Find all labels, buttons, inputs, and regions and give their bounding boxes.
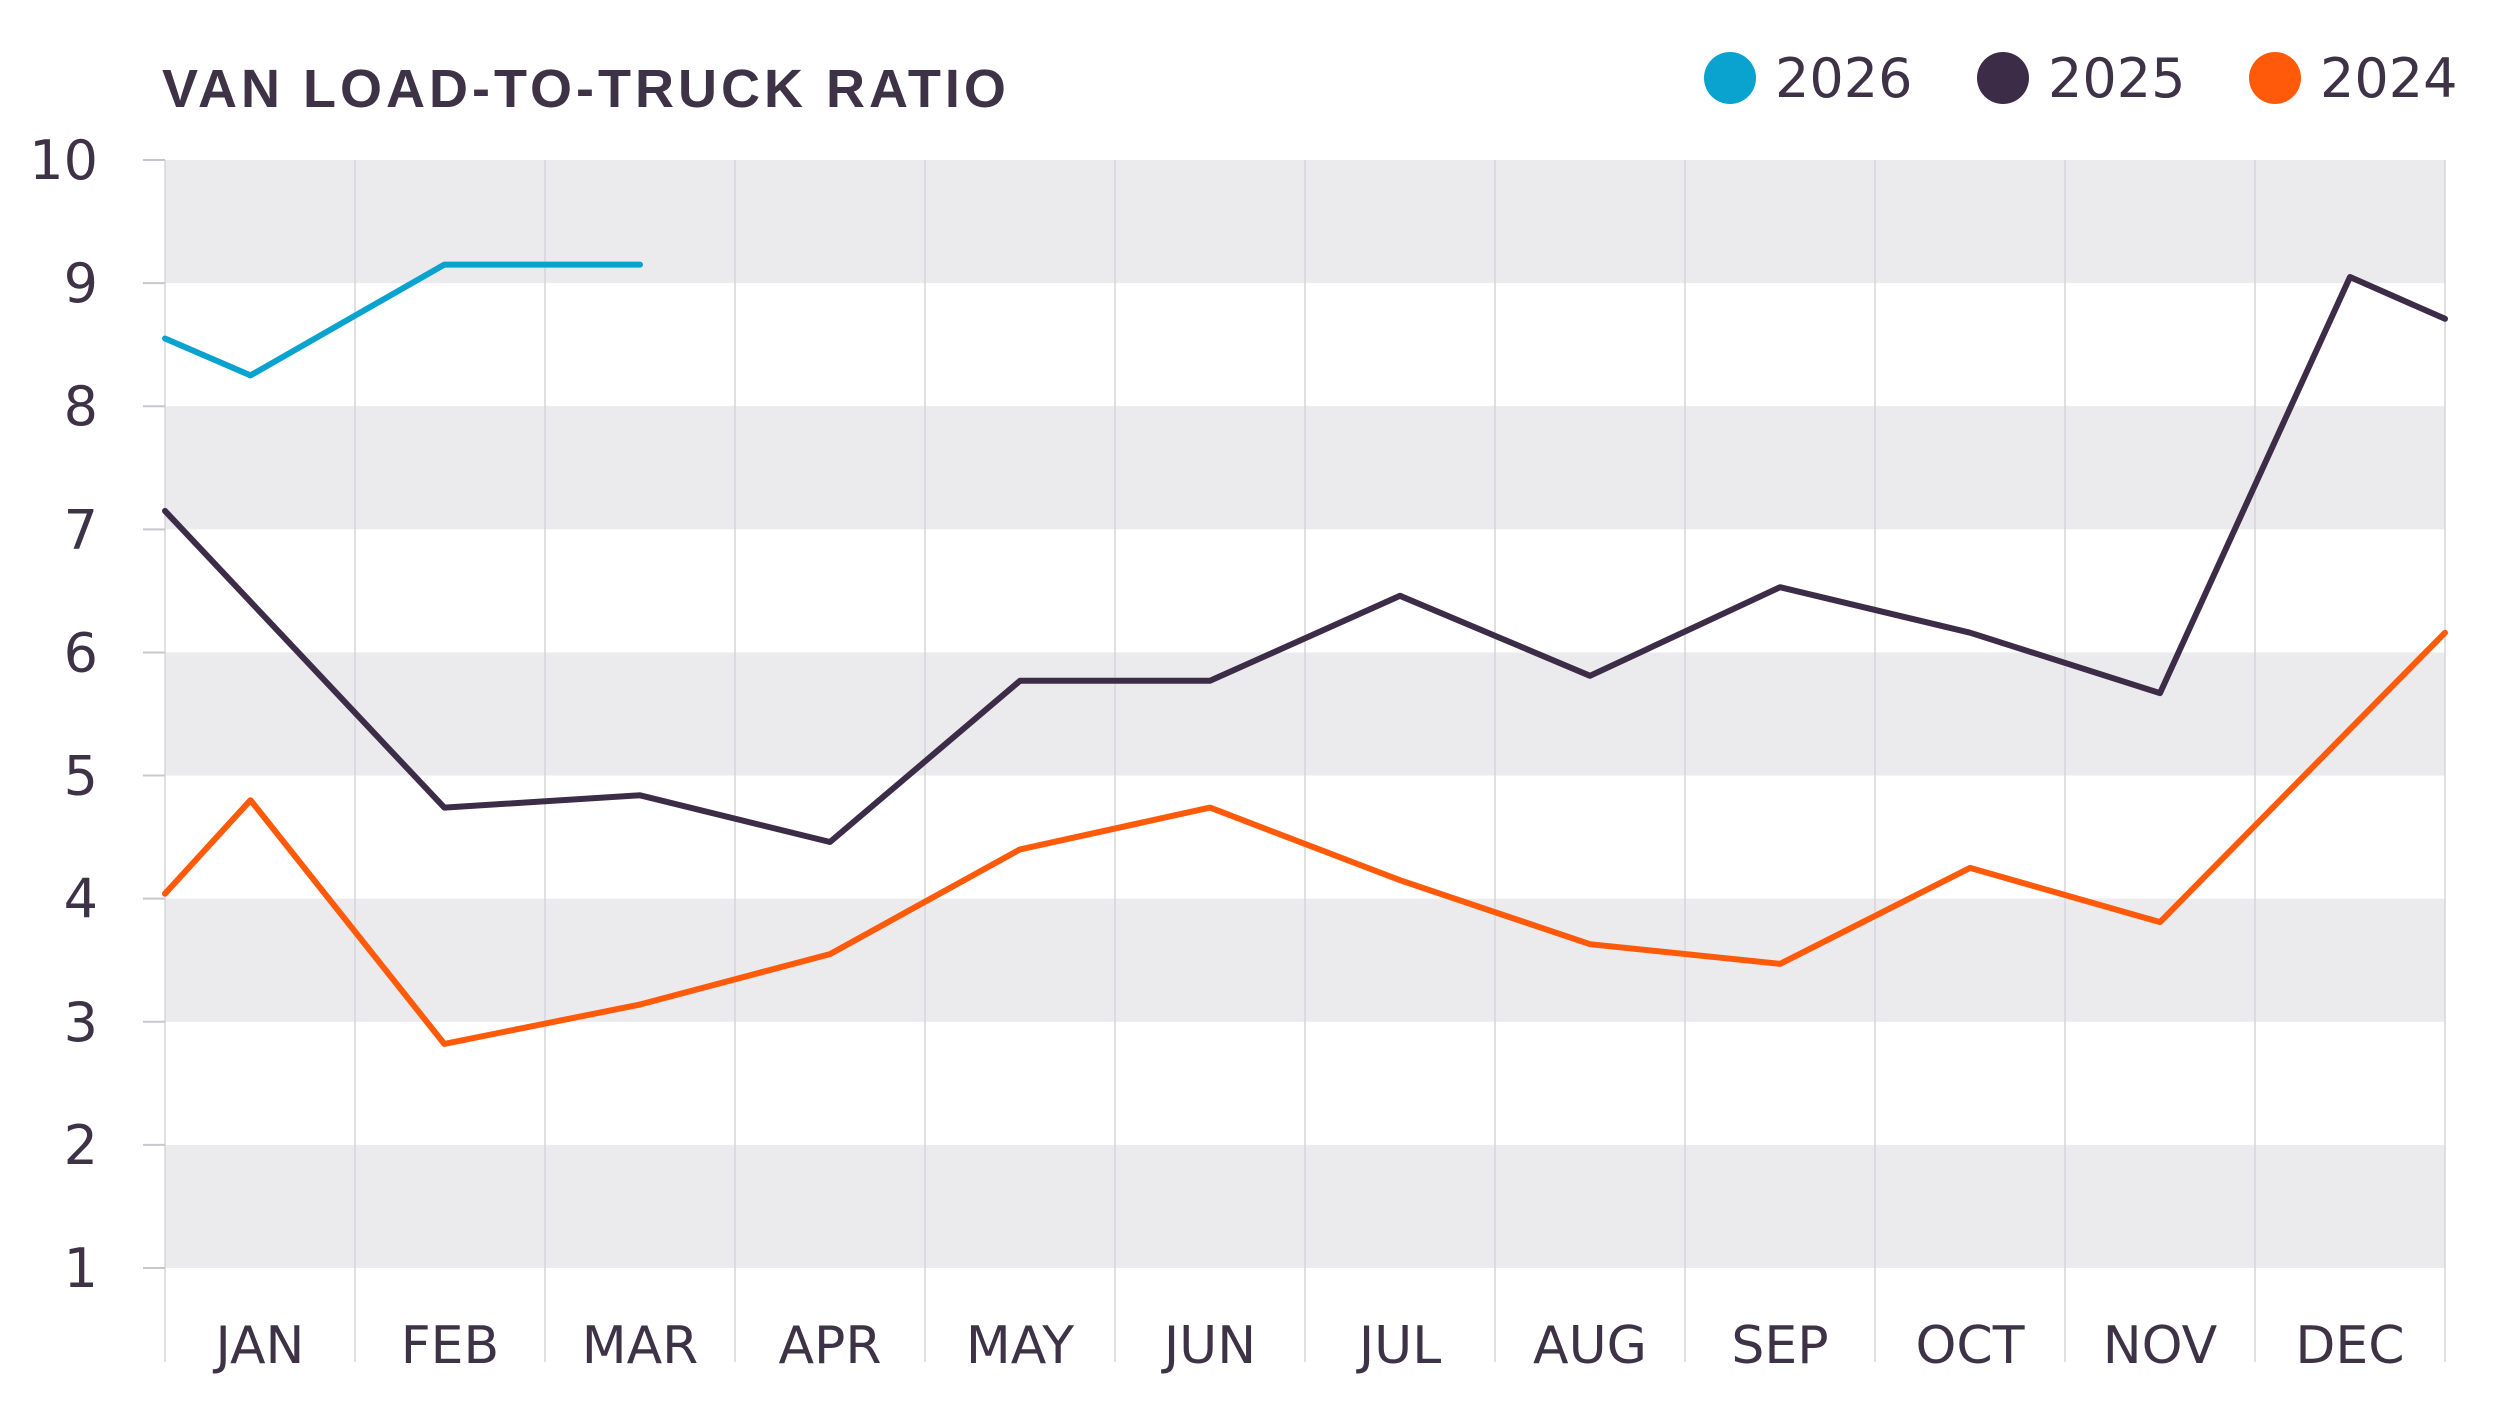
- legend-label-2024: 2024: [2320, 47, 2457, 110]
- y-tick-label: 3: [64, 991, 98, 1054]
- series-line-2025: [162, 274, 2448, 845]
- y-tick-label: 10: [29, 129, 98, 192]
- x-tick-label: NOV: [2103, 1316, 2218, 1376]
- x-axis: JAN FEB MAR APR MAY JUN JUL AUG SEP OCT NOV DEC: [213, 1316, 2405, 1376]
- series-line-2024: [162, 629, 2448, 1047]
- x-tick-label: JUN: [1161, 1316, 1256, 1376]
- legend-label-2025: 2025: [2048, 47, 2185, 110]
- y-tick-label: 6: [64, 621, 98, 684]
- y-axis: 1 2 3 4 5 6 7 8 9 10: [29, 129, 165, 1300]
- series-lines: [162, 261, 2448, 1047]
- legend-marker-2024: [2249, 52, 2301, 104]
- x-tick-label: MAY: [966, 1316, 1074, 1376]
- legend: 2026 2025 2024: [1704, 47, 2457, 110]
- x-tick-label: JUL: [1356, 1316, 1441, 1376]
- x-tick-label: SEP: [1731, 1316, 1828, 1376]
- vertical-gridlines: [164, 160, 2446, 1362]
- legend-marker-2026: [1704, 52, 1756, 104]
- x-tick-label: MAR: [582, 1316, 699, 1376]
- y-tick-label: 2: [64, 1114, 98, 1177]
- x-tick-label: JAN: [213, 1316, 305, 1376]
- x-tick-label: FEB: [401, 1316, 499, 1376]
- legend-label-2026: 2026: [1775, 47, 1912, 110]
- x-tick-label: APR: [778, 1316, 881, 1376]
- y-tick-label: 7: [64, 498, 98, 561]
- y-tick-label: 1: [64, 1237, 98, 1300]
- y-tick-label: 4: [64, 868, 98, 931]
- y-tick-label: 9: [64, 252, 98, 315]
- x-tick-label: AUG: [1533, 1316, 1647, 1376]
- x-tick-label: DEC: [2295, 1316, 2404, 1376]
- series-line-2026: [162, 261, 643, 379]
- y-tick-label: 5: [64, 745, 98, 808]
- x-tick-label: OCT: [1915, 1316, 2024, 1376]
- legend-marker-2025: [1977, 52, 2029, 104]
- y-tick-label: 8: [64, 375, 98, 438]
- chart-title: VAN LOAD-TO-TRUCK RATIO: [162, 59, 1010, 119]
